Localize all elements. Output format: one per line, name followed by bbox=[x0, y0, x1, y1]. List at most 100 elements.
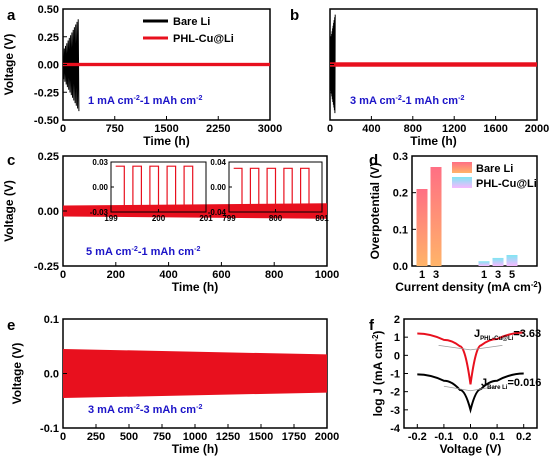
panel-label-c: c bbox=[7, 152, 15, 169]
series-phl-cu-li bbox=[330, 62, 537, 67]
condition-label: 1 mA cm-2-1 mAh cm-2 bbox=[88, 94, 202, 107]
x-tick-label: 2000 bbox=[315, 431, 339, 443]
panel-b: b 0 400 800 1200 1600 2000 Time (h) 3 mA cm-2-1 … bbox=[290, 7, 549, 148]
legend-label-phl-cu-li: PHL-Cu@Li bbox=[476, 178, 537, 190]
inset-x-tick-label: 799 bbox=[222, 214, 236, 223]
y-tick-label: -4 bbox=[390, 423, 401, 435]
y-tick-label: 2 bbox=[394, 314, 400, 326]
panel-e: e 0 250 500 750 1000 1250 1500 1750 2000 -0.1 0.0 0.… bbox=[7, 314, 339, 456]
x-tick-label: 750 bbox=[106, 123, 124, 135]
inset-x-tick-label: 201 bbox=[199, 214, 213, 223]
x-tick-label: 2000 bbox=[525, 123, 549, 135]
x-tick-label: 400 bbox=[159, 269, 177, 281]
y-tick-label: -2 bbox=[390, 387, 400, 399]
panel-label-e: e bbox=[7, 317, 15, 334]
x-tick-label: 1 bbox=[481, 269, 487, 281]
y-tick-label: 1 bbox=[394, 332, 400, 344]
series-phl-cu-li bbox=[417, 331, 524, 385]
series-phl-cu-li bbox=[63, 203, 327, 219]
y-tick-label: 0.25 bbox=[38, 151, 59, 163]
x-tick-label: 1000 bbox=[315, 269, 339, 281]
x-tick-label: 1500 bbox=[154, 123, 178, 135]
inset-y-tick-label: 0.03 bbox=[92, 158, 108, 167]
series-bare-li bbox=[417, 372, 524, 414]
x-tick-label: 1250 bbox=[216, 431, 240, 443]
y-tick-label: 0.0 bbox=[393, 261, 408, 273]
x-tick-label: 0.0 bbox=[463, 431, 478, 443]
x-tick-label: 1750 bbox=[282, 431, 306, 443]
inset-1: 199 200 201 -0.03 0.00 0.03 bbox=[90, 158, 213, 223]
y-tick-label: -1 bbox=[390, 369, 400, 381]
inset-y-tick-label: -0.04 bbox=[208, 208, 227, 217]
y-tick-label: 0.25 bbox=[38, 32, 59, 44]
x-tick-label: 1200 bbox=[442, 123, 466, 135]
y-tick-label: 0.00 bbox=[38, 60, 59, 72]
j-label-phl-cu-li: JPHL-Cu@Li=3.63 bbox=[474, 328, 541, 342]
x-tick-label: -0.1 bbox=[434, 431, 453, 443]
bar-phl-cu-li bbox=[478, 261, 490, 266]
x-axis-label: Voltage (V) bbox=[440, 442, 502, 456]
series-phl-cu-li bbox=[63, 348, 327, 399]
j-label-bare-li: JBare Li=0.016 bbox=[481, 377, 541, 391]
y-tick-label: 0.0 bbox=[44, 369, 59, 381]
tafel-guide-phl bbox=[438, 344, 503, 351]
x-tick-label: 800 bbox=[265, 269, 283, 281]
y-tick-label: -0.1 bbox=[40, 423, 59, 435]
bar-phl-cu-li bbox=[506, 255, 518, 266]
legend-swatch-phl-cu-li bbox=[452, 177, 472, 188]
x-tick-label: 0 bbox=[327, 123, 333, 135]
bar-bare-li bbox=[430, 167, 442, 266]
x-tick-label: 750 bbox=[153, 431, 171, 443]
bar-phl-cu-li bbox=[492, 257, 504, 266]
y-tick-label: -0.25 bbox=[34, 87, 59, 99]
legend-swatch-bare-li bbox=[452, 162, 472, 173]
x-tick-label: 0 bbox=[60, 269, 66, 281]
tafel-guide-bare bbox=[443, 385, 498, 392]
x-tick-label: 3 bbox=[433, 269, 439, 281]
panel-label-d: d bbox=[369, 152, 378, 169]
inset-y-tick-label: -0.03 bbox=[90, 208, 109, 217]
x-tick-label: 1 bbox=[419, 269, 425, 281]
panel-label-f: f bbox=[369, 317, 375, 334]
y-tick-label: 0.3 bbox=[393, 151, 408, 163]
panel-f: f -0.2 -0.1 0.0 0.1 0.2 -4 -3 -2 -1 0 1 2 Voltage (V)… bbox=[369, 314, 541, 456]
x-tick-label: 0.1 bbox=[489, 431, 504, 443]
x-tick-label: 400 bbox=[362, 123, 380, 135]
inset-y-tick-label: 0.00 bbox=[210, 183, 226, 192]
inset-series bbox=[233, 167, 318, 207]
series-bare-li bbox=[329, 14, 336, 114]
legend-label-phl-cu-li: PHL-Cu@Li bbox=[173, 33, 234, 45]
legend: Bare Li PHL-Cu@Li bbox=[452, 162, 537, 190]
series-phl-cu-li bbox=[63, 62, 270, 67]
x-axis-label: Time (h) bbox=[172, 280, 218, 294]
x-axis-label: Time (h) bbox=[410, 134, 456, 148]
y-tick-label: 0.2 bbox=[393, 188, 408, 200]
x-tick-label: 250 bbox=[87, 431, 105, 443]
x-tick-label: 200 bbox=[107, 269, 125, 281]
condition-label: 3 mA cm-2-3 mAh cm-2 bbox=[88, 403, 202, 416]
y-axis-label: Overpotential (V) bbox=[368, 163, 382, 260]
x-tick-label: 800 bbox=[404, 123, 422, 135]
x-tick-label: 3000 bbox=[258, 123, 282, 135]
y-axis-label: Voltage (V) bbox=[2, 34, 16, 96]
y-tick-label: -3 bbox=[390, 405, 400, 417]
x-tick-label: 2250 bbox=[206, 123, 230, 135]
x-tick-label: 600 bbox=[212, 269, 230, 281]
y-tick-label: 0.50 bbox=[38, 4, 59, 16]
legend-label-bare-li: Bare Li bbox=[476, 163, 513, 175]
legend-label-bare-li: Bare Li bbox=[173, 16, 210, 28]
condition-label: 5 mA cm-2-1 mAh cm-2 bbox=[86, 245, 200, 258]
x-tick-label: 0 bbox=[60, 123, 66, 135]
x-tick-label: 1600 bbox=[483, 123, 507, 135]
inset-x-tick-label: 199 bbox=[104, 214, 118, 223]
inset-series bbox=[115, 165, 202, 209]
x-tick-label: 3 bbox=[495, 269, 501, 281]
y-tick-label: 0.1 bbox=[393, 224, 408, 236]
panel-label-b: b bbox=[290, 7, 299, 24]
x-axis-label: Time (h) bbox=[143, 134, 189, 148]
x-tick-label: 1500 bbox=[249, 431, 273, 443]
bar-bare-li bbox=[416, 189, 428, 266]
y-tick-label: -0.50 bbox=[34, 115, 59, 127]
panel-a: a 0 750 1500 2250 3000 -0.50 -0.25 0.00 0.25 0.50 T… bbox=[2, 4, 282, 148]
